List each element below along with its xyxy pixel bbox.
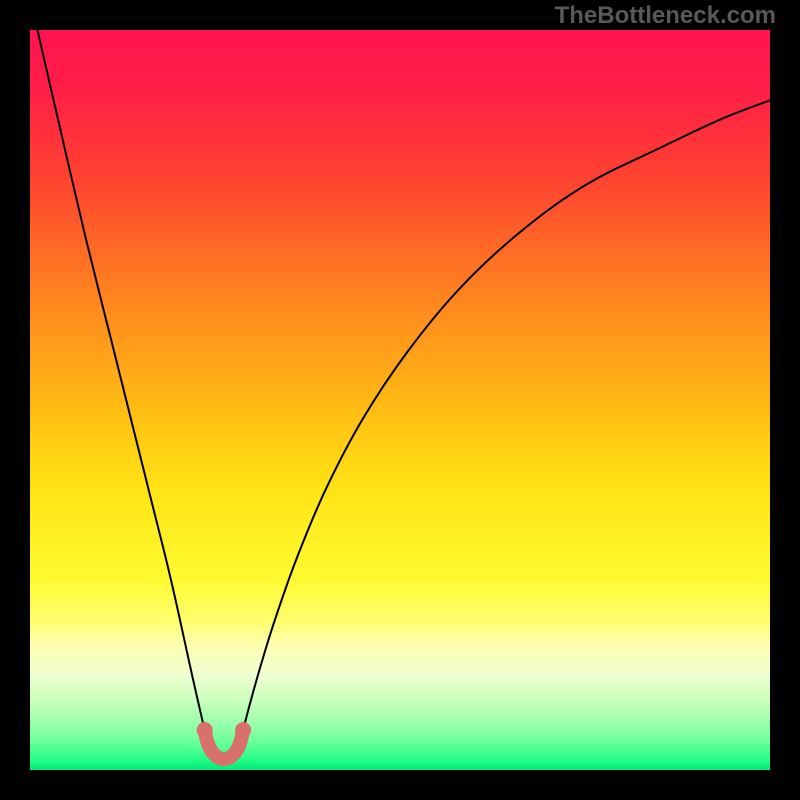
curve-left-branch — [37, 30, 204, 730]
chart-container: TheBottleneck.com — [0, 0, 800, 800]
watermark-text: TheBottleneck.com — [555, 2, 776, 30]
plot-area — [30, 30, 770, 770]
accent-cap-0 — [197, 722, 213, 738]
curve-layer — [30, 30, 770, 770]
accent-group — [197, 722, 251, 759]
curve-right-branch — [243, 100, 770, 730]
curves-group — [37, 30, 770, 730]
accent-cap-1 — [235, 722, 251, 738]
